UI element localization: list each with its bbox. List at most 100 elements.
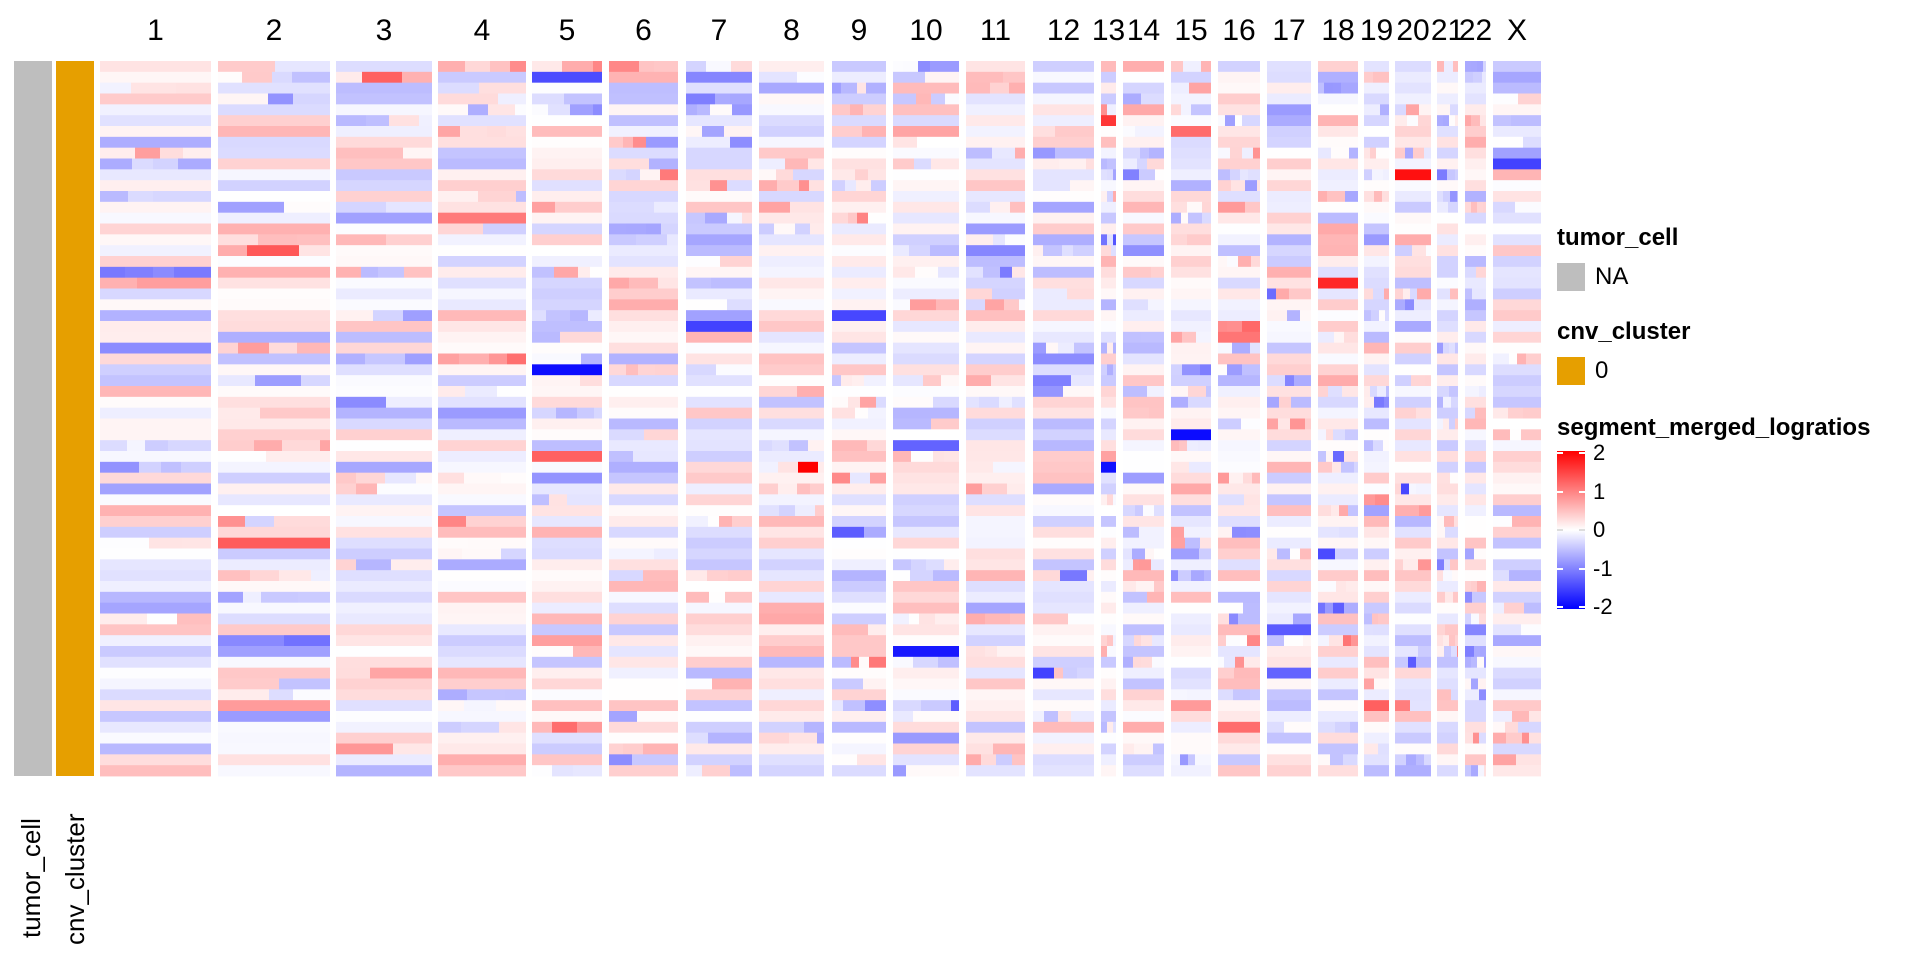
heatmap-cell: [147, 613, 177, 625]
heatmap-cell: [555, 201, 602, 214]
heatmap-cell: [777, 180, 799, 192]
heatmap-cell: [1033, 321, 1094, 333]
heatmap-cell: [1465, 212, 1486, 224]
heatmap-cell: [1465, 548, 1474, 560]
heatmap-cell: [438, 126, 460, 138]
heatmap-cell: [1267, 245, 1311, 257]
heatmap-cell: [966, 288, 992, 300]
heatmap-cell: [438, 266, 526, 279]
heatmap-cell: [1326, 429, 1333, 441]
heatmap-cell: [438, 461, 526, 474]
heatmap-cell: [1184, 526, 1211, 539]
heatmap-cell: [160, 147, 183, 159]
heatmap-cell: [438, 396, 526, 409]
heatmap-cell: [893, 472, 959, 484]
heatmap-cell: [646, 136, 678, 149]
heatmap-cell: [1044, 711, 1058, 723]
heatmap-cell: [1437, 732, 1458, 744]
heatmap-cell: [966, 559, 1025, 571]
cb-tick-0-left: [1557, 529, 1563, 531]
heatmap-cell: [100, 288, 211, 300]
heatmap-cell: [100, 548, 211, 560]
heatmap-cell: [759, 310, 824, 322]
heatmap-cell: [532, 591, 602, 604]
heatmap-cell: [1395, 266, 1431, 279]
heatmap-cell: [1473, 71, 1482, 84]
heatmap-cell: [1318, 277, 1358, 289]
heatmap-cell: [1465, 505, 1486, 517]
heatmap-cell: [1465, 656, 1471, 669]
heatmap-cell: [686, 526, 752, 539]
heatmap-cell: [1101, 646, 1107, 658]
heatmap-cell: [1364, 570, 1389, 582]
heatmap-cell: [1123, 396, 1164, 409]
heatmap-cell: [1318, 635, 1329, 647]
heatmap-cell: [1238, 256, 1251, 268]
heatmap-cell: [336, 331, 432, 344]
heatmap-cell: [686, 602, 752, 614]
heatmap-cell: [686, 234, 752, 246]
heatmap-cell: [1437, 136, 1458, 149]
heatmap-cell: [1386, 386, 1389, 398]
heatmap-cell: [1483, 201, 1486, 214]
heatmap-cell: [1218, 732, 1260, 744]
heatmap-cell: [1267, 472, 1311, 484]
heatmap-cell: [1247, 635, 1260, 647]
heatmap-cell: [1171, 440, 1179, 452]
heatmap-cell: [966, 136, 1025, 149]
heatmap-cell: [686, 505, 752, 517]
heatmap-cell: [297, 234, 330, 246]
heatmap-cell: [1465, 570, 1486, 582]
heatmap-cell: [1318, 591, 1358, 604]
heatmap-cell: [1331, 505, 1339, 517]
heatmap-cell: [1267, 104, 1311, 116]
heatmap-cell: [609, 461, 678, 474]
heatmap-cell: [1385, 310, 1389, 322]
heatmap-cell: [1101, 223, 1116, 235]
heatmap-cell: [1267, 548, 1277, 560]
heatmap-cell: [1335, 548, 1358, 560]
heatmap-cell: [243, 591, 261, 604]
heatmap-cell: [925, 71, 959, 84]
heatmap-cell: [1437, 180, 1458, 192]
heatmap-cell: [532, 71, 602, 84]
heatmap-cell: [1510, 429, 1521, 441]
heatmap-cell: [1479, 732, 1486, 744]
heatmap-cell: [913, 711, 959, 723]
heatmap-cell: [336, 158, 432, 170]
heatmap-cell: [1063, 386, 1094, 398]
heatmap-cell: [218, 180, 330, 192]
heatmap-cell: [1437, 93, 1458, 105]
heatmap-cell: [1183, 61, 1201, 73]
heatmap-cell: [1033, 375, 1071, 387]
heatmap-cell: [1132, 548, 1145, 560]
heatmap-cell: [1437, 613, 1458, 625]
heatmap-cell: [810, 483, 824, 495]
heatmap-cell: [1318, 104, 1358, 116]
heatmap-cell: [1033, 678, 1094, 690]
heatmap-cell: [1267, 678, 1311, 690]
heatmap-cell: [1171, 126, 1211, 138]
heatmap-cell: [139, 461, 161, 474]
heatmap-cell: [1171, 375, 1211, 387]
cnv-cluster-legend-title: cnv_cluster: [1557, 318, 1691, 345]
heatmap-cell: [609, 158, 649, 170]
heatmap-cell: [1123, 516, 1164, 528]
heatmap-cell: [1465, 667, 1486, 679]
heatmap-cell: [532, 548, 602, 560]
heatmap-cell: [269, 689, 293, 701]
heatmap-cell: [1123, 245, 1164, 257]
heatmap-cell: [1318, 331, 1334, 344]
chromosome-label-1: 1: [147, 14, 164, 47]
heatmap-cell: [1521, 624, 1541, 636]
heatmap-cell: [218, 613, 330, 625]
heatmap-cell: [1395, 386, 1431, 398]
heatmap-cell: [1493, 82, 1541, 94]
heatmap-cell: [759, 266, 824, 279]
heatmap-cell: [993, 461, 1025, 474]
heatmap-cell: [218, 169, 330, 181]
heatmap-cell: [1240, 169, 1248, 181]
tumor-cell-na-swatch: [1557, 263, 1585, 291]
heatmap-cell: [1113, 234, 1116, 246]
heatmap-cell: [218, 451, 266, 463]
